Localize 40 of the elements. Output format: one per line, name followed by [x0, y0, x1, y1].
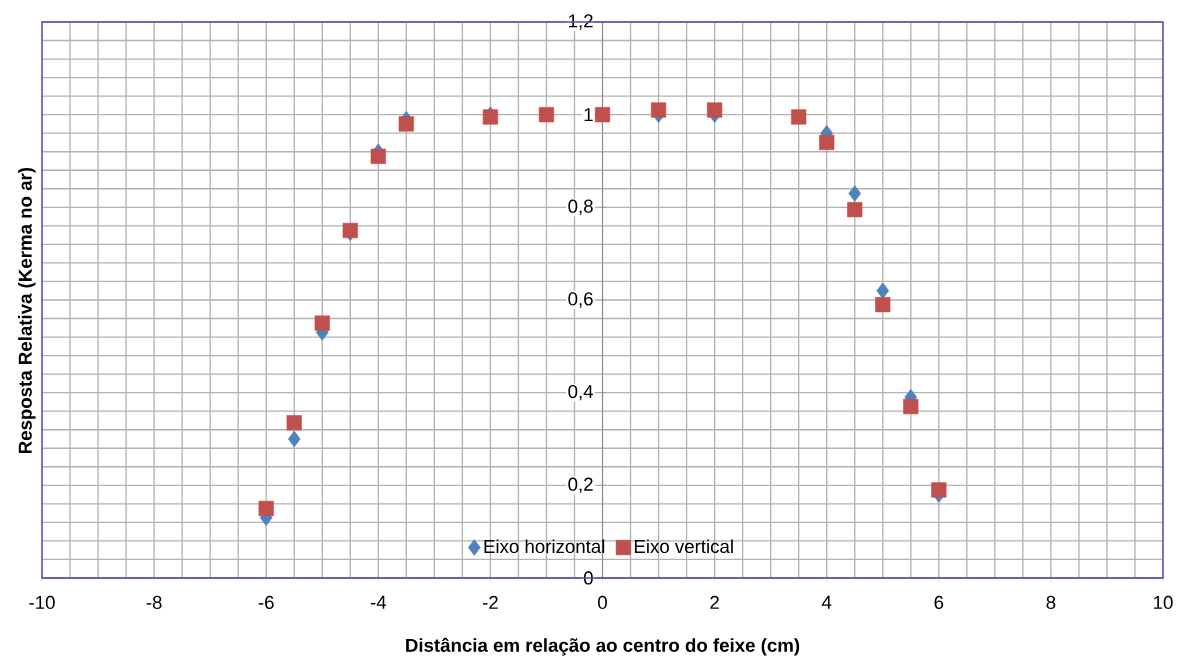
point	[594, 107, 611, 123]
y-tick-label: 0,6	[568, 292, 593, 308]
point	[903, 398, 919, 415]
point	[286, 415, 302, 431]
point	[287, 430, 301, 448]
y-tick-label: 0,8	[568, 199, 593, 216]
y-tick-label: 1,2	[569, 14, 593, 30]
point	[650, 102, 667, 118]
point	[258, 500, 274, 517]
x-tick-label: 4	[821, 595, 832, 609]
point	[875, 297, 891, 313]
x-tick-label: -6	[258, 595, 274, 610]
point	[398, 116, 414, 132]
point	[538, 107, 555, 123]
y-tick-label: 0,4	[568, 384, 594, 401]
x-tick-label: -4	[370, 595, 387, 609]
x-tick-label: 10	[1154, 595, 1173, 610]
x-tick-label: -10	[29, 595, 55, 610]
point	[876, 282, 890, 299]
x-tick-label: 8	[1046, 595, 1056, 610]
point	[848, 185, 861, 202]
point	[314, 315, 330, 331]
x-tick-label: 0	[598, 595, 607, 610]
legend-label: Eixo vertical	[634, 539, 733, 554]
y-axis-title: Resposta Relativa (Kerma no ar)	[18, 167, 36, 454]
x-tick-label: -8	[146, 595, 162, 610]
x-tick-label: 6	[934, 595, 944, 610]
point	[847, 202, 863, 218]
legend-label: Eixo horizontal	[484, 539, 605, 554]
x-tick-label: 2	[710, 595, 719, 609]
point	[819, 134, 835, 151]
x-axis-title: Distância em relação ao centro do feixe (cm)	[406, 637, 800, 656]
y-tick-label: 0,2	[568, 477, 593, 494]
point	[370, 148, 386, 164]
point	[931, 482, 947, 498]
y-tick-label: 1	[584, 108, 593, 122]
point	[707, 102, 723, 118]
point	[791, 109, 807, 125]
y-tick-label: 0	[583, 571, 593, 585]
x-tick-label: -2	[482, 595, 498, 609]
